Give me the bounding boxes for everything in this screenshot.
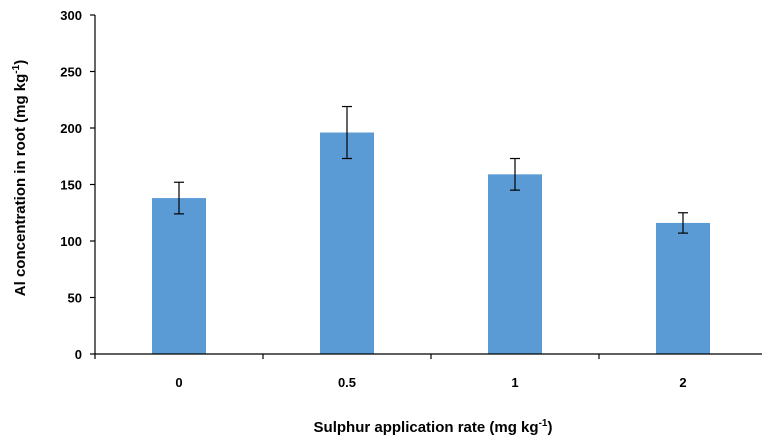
y-axis-title: Al concentration in root (mg kg-1)	[11, 60, 29, 296]
bars-group	[152, 132, 710, 354]
x-tick-label: 0.5	[338, 375, 356, 390]
error-bars-group	[174, 105, 688, 234]
x-axis-title: Sulphur application rate (mg kg-1)	[314, 418, 553, 436]
y-tick-label: 200	[60, 121, 82, 136]
bar-0.5	[320, 132, 374, 354]
y-tick-label: 100	[60, 234, 82, 249]
y-tick-label: 50	[68, 291, 82, 306]
y-tick-label: 300	[60, 8, 82, 23]
bar-0	[152, 198, 206, 354]
x-tick-label: 2	[679, 375, 686, 390]
y-ticks-group: 0 50 100 150 200 250 300	[60, 8, 95, 362]
error-bar-0.5	[342, 105, 352, 160]
y-tick-label: 250	[60, 65, 82, 80]
error-bar-0	[174, 181, 184, 215]
y-tick-label: 0	[75, 347, 82, 362]
error-bar-2	[678, 212, 688, 234]
x-ticks-group: 0 0.5 1 2	[94, 354, 687, 390]
bar-2	[656, 222, 710, 354]
bar-1	[488, 174, 542, 354]
error-bar-1	[510, 157, 520, 191]
x-tick-label: 0	[175, 375, 182, 390]
y-tick-label: 150	[60, 178, 82, 193]
x-tick-label: 1	[511, 375, 518, 390]
